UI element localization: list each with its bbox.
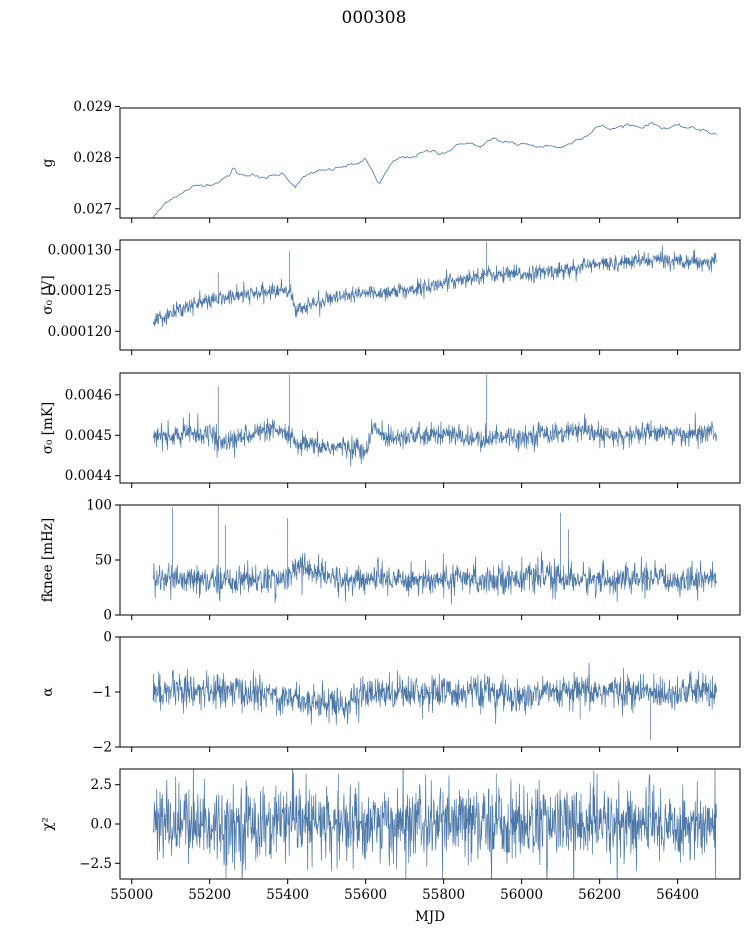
y-tick-label: −2: [92, 740, 112, 756]
y-tick-label: 0.0045: [65, 428, 112, 444]
y-axis-label: α: [40, 687, 56, 696]
y-tick-label: 2.5: [91, 777, 112, 793]
suptitle: 000308: [341, 8, 407, 28]
x-tick-label: 56400: [656, 887, 699, 903]
panel-6: −2.5 0.0 2.5 55000 55200 55400 55600 55800 56000…: [40, 768, 741, 903]
y-axis-label: χ²: [40, 817, 56, 831]
y-tick-label: 0.0044: [65, 468, 112, 484]
y-axis-label: fknee [mHz]: [40, 518, 56, 602]
y-tick-label: 0.000125: [48, 283, 112, 299]
panel-3: 0.0044 0.0045 0.0046 σ₀ [mK]: [40, 372, 741, 488]
x-tick-label: 55000: [110, 887, 153, 903]
x-axis-label: MJD: [414, 909, 446, 925]
x-tick-label: 55800: [422, 887, 465, 903]
y-tick-label: 0.000120: [48, 324, 112, 340]
panel-5: −2 −1 0 α: [40, 630, 741, 756]
y-tick-label: 0.0: [91, 817, 112, 833]
axes-frame: [119, 107, 741, 219]
y-tick-label: 0.0046: [65, 387, 112, 403]
axes-frame: [119, 239, 741, 351]
series-line-3-1: [152, 374, 717, 467]
y-axis-label: g: [40, 158, 56, 167]
axes-frame: [119, 504, 741, 616]
panel-2: 0.000120 0.000125 0.000130 σ₀ [V]: [40, 239, 741, 355]
y-axis-label: σ₀ [mK]: [40, 402, 56, 454]
x-tick-label: 55400: [266, 887, 309, 903]
y-tick-label: 100: [86, 498, 112, 514]
series-line-6-1: [152, 769, 717, 879]
y-tick-label: 50: [95, 553, 112, 569]
y-tick-label: 0.000130: [48, 242, 112, 258]
x-tick-label: 56200: [578, 887, 621, 903]
y-axis-label: σ₀ [V]: [40, 275, 56, 314]
y-tick-label: 0.027: [73, 201, 112, 217]
y-tick-label: −2.5: [79, 856, 112, 872]
axes-frame: [119, 372, 741, 484]
y-tick-label: 0.029: [73, 99, 112, 115]
y-tick-label: 0: [103, 630, 112, 646]
series-line-2-1: [152, 241, 717, 327]
series-line-1-1: [152, 121, 717, 218]
panel-4: 0 50 100 fknee [mHz]: [40, 498, 741, 624]
y-tick-label: 0: [103, 608, 112, 624]
x-tick-label: 55200: [188, 887, 231, 903]
panel-1: 0.027 0.028 0.029 g: [40, 99, 741, 223]
x-tick-label: 56000: [500, 887, 543, 903]
x-tick-label: 55600: [344, 887, 387, 903]
y-tick-label: −1: [92, 685, 112, 701]
y-tick-label: 0.028: [73, 150, 112, 166]
series-line-5-1: [152, 663, 717, 741]
series-line-4-1: [152, 505, 717, 605]
